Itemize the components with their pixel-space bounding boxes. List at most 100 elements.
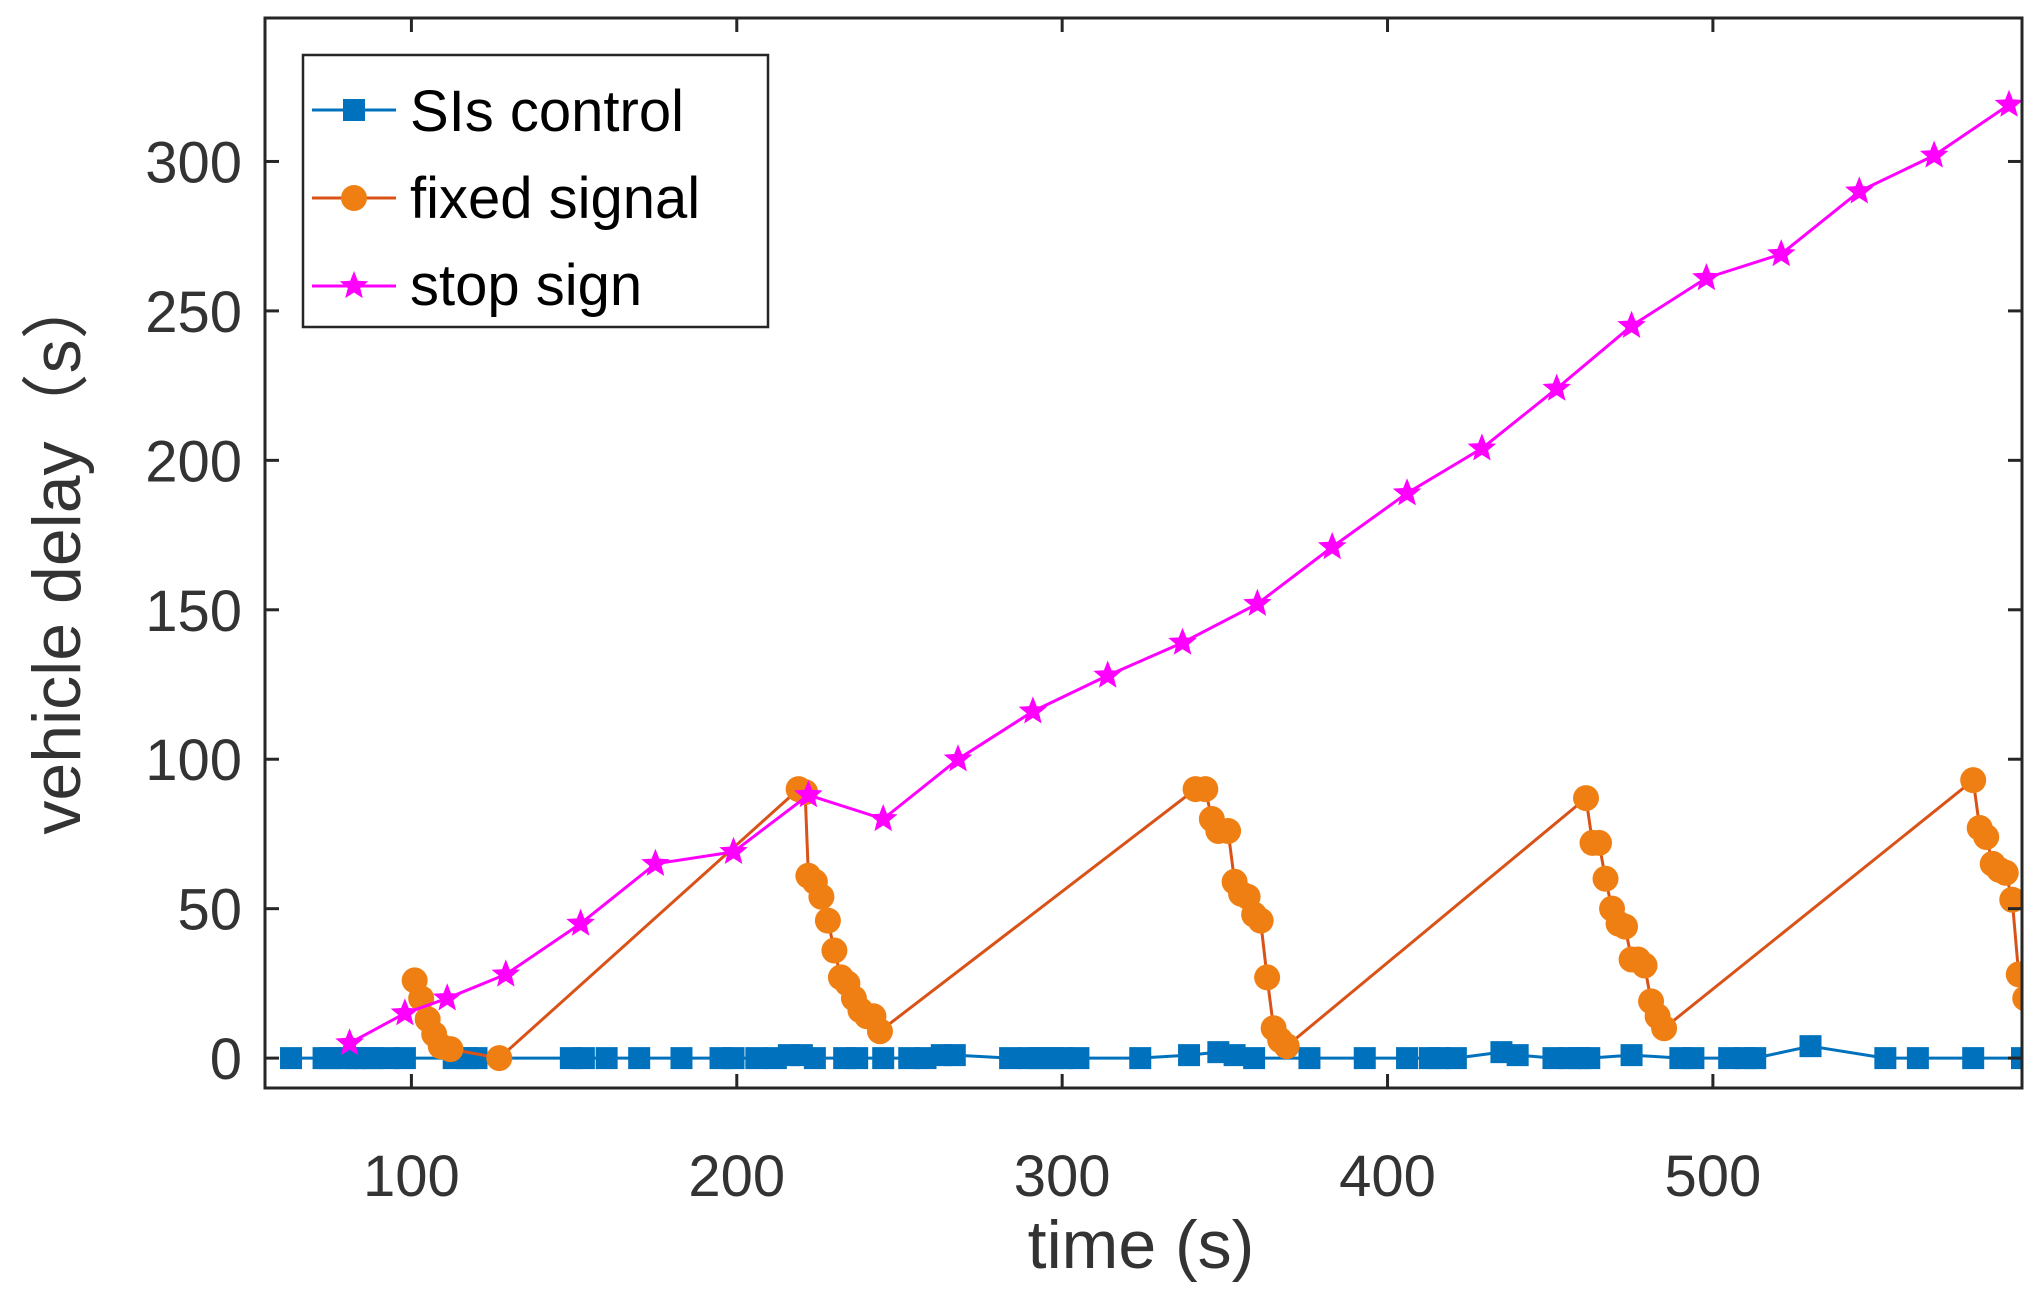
- data-point-fixed-signal: [1592, 865, 1619, 892]
- data-point-stop-sign: [1392, 478, 1422, 506]
- data-point-sis-control: [846, 1047, 869, 1070]
- data-point-fixed-signal: [437, 1036, 464, 1063]
- legend-marker-fixed-signal: [341, 185, 367, 211]
- data-point-stop-sign: [1168, 627, 1197, 655]
- data-point-sis-control: [465, 1047, 488, 1070]
- x-tick-label: 500: [1665, 1144, 1762, 1209]
- data-point-sis-control: [1444, 1047, 1467, 1070]
- data-point-stop-sign: [719, 836, 748, 864]
- data-point-sis-control: [722, 1047, 745, 1070]
- x-tick-label: 100: [363, 1144, 460, 1209]
- ticks-layer: 100 200 300 400 500 0 50 100 150 200 250 300: [145, 18, 2022, 1209]
- data-point-sis-control: [1129, 1047, 1152, 1070]
- data-point-sis-control: [1396, 1047, 1419, 1070]
- data-point-sis-control: [1506, 1044, 1529, 1067]
- data-point-stop-sign: [335, 1028, 364, 1056]
- data-point-sis-control: [280, 1047, 303, 1070]
- data-point-fixed-signal: [1215, 817, 1242, 844]
- data-point-sis-control: [572, 1047, 595, 1070]
- y-tick-label: 150: [145, 579, 242, 644]
- data-point-fixed-signal: [486, 1045, 513, 1072]
- data-point-stop-sign: [943, 744, 973, 772]
- data-point-fixed-signal: [814, 907, 841, 934]
- data-point-fixed-signal: [1612, 913, 1639, 940]
- data-point-stop-sign: [641, 848, 670, 876]
- data-point-stop-sign: [868, 804, 898, 832]
- data-point-fixed-signal: [1631, 952, 1658, 979]
- data-point-sis-control: [595, 1047, 618, 1070]
- data-point-sis-control: [999, 1047, 1022, 1070]
- data-point-fixed-signal: [1573, 785, 1600, 812]
- data-point-stop-sign: [1467, 433, 1497, 461]
- x-axis-title: time (s): [1028, 1207, 1255, 1283]
- data-point-fixed-signal: [808, 883, 835, 910]
- data-point-stop-sign: [1617, 310, 1646, 338]
- data-point-stop-sign: [1018, 696, 1048, 724]
- data-point-stop-sign: [1919, 140, 1949, 168]
- data-point-sis-control: [393, 1047, 416, 1070]
- y-tick-label: 250: [145, 280, 242, 345]
- data-point-stop-sign: [432, 983, 462, 1011]
- data-point-stop-sign: [566, 908, 595, 936]
- data-point-fixed-signal: [1192, 776, 1219, 803]
- data-point-stop-sign: [1994, 89, 2022, 117]
- data-point-sis-control: [670, 1047, 693, 1070]
- data-point-fixed-signal: [1999, 886, 2022, 913]
- y-tick-label: 200: [145, 429, 242, 494]
- x-tick-label: 200: [688, 1144, 785, 1209]
- data-point-fixed-signal: [1586, 829, 1613, 856]
- legend-label-sis-control: SIs control: [410, 79, 684, 144]
- data-point-stop-sign: [1542, 373, 1571, 401]
- data-point-sis-control: [745, 1047, 768, 1070]
- y-tick-label: 100: [145, 728, 242, 793]
- data-point-sis-control: [628, 1047, 651, 1070]
- data-point-sis-control: [1243, 1047, 1266, 1070]
- data-point-sis-control: [1223, 1044, 1246, 1067]
- x-tick-label: 400: [1339, 1144, 1436, 1209]
- data-point-sis-control: [1298, 1047, 1321, 1070]
- data-point-stop-sign: [1767, 239, 1796, 267]
- plot-frame: [263, 16, 2024, 1090]
- legend-label-stop-sign: stop sign: [410, 253, 642, 318]
- data-point-sis-control: [1962, 1047, 1985, 1070]
- data-point-sis-control: [1874, 1047, 1897, 1070]
- series-layer: [280, 89, 2022, 1072]
- data-point-sis-control: [1744, 1047, 1767, 1070]
- data-point-sis-control: [803, 1047, 826, 1070]
- data-point-sis-control: [1620, 1044, 1643, 1067]
- data-point-sis-control: [1906, 1047, 1929, 1070]
- data-point-fixed-signal: [1273, 1033, 1300, 1060]
- data-point-fixed-signal: [1973, 823, 2000, 850]
- data-point-fixed-signal: [1960, 767, 1987, 794]
- legend-marker-stop-sign: [339, 271, 369, 299]
- data-point-stop-sign: [1692, 263, 1721, 291]
- data-point-sis-control: [1353, 1047, 1376, 1070]
- data-point-sis-control: [1578, 1047, 1601, 1070]
- data-point-fixed-signal: [866, 1018, 893, 1045]
- legend-label-fixed-signal: fixed signal: [410, 166, 700, 231]
- data-point-stop-sign: [794, 780, 823, 808]
- data-point-stop-sign: [390, 998, 420, 1026]
- data-point-stop-sign: [1845, 176, 1874, 204]
- data-point-stop-sign: [491, 959, 520, 987]
- data-point-fixed-signal: [1247, 907, 1274, 934]
- legend: SIs control fixed signal stop sign: [301, 53, 770, 329]
- data-point-fixed-signal: [1651, 1015, 1678, 1042]
- y-tick-label: 50: [177, 878, 242, 943]
- data-point-fixed-signal: [1992, 859, 2019, 886]
- data-point-fixed-signal: [1254, 964, 1281, 991]
- data-point-sis-control: [1682, 1047, 1705, 1070]
- data-point-stop-sign: [1317, 532, 1347, 560]
- data-point-sis-control: [943, 1044, 966, 1067]
- data-point-fixed-signal: [2005, 961, 2022, 988]
- legend-box: [301, 53, 770, 329]
- data-point-stop-sign: [1093, 660, 1122, 688]
- data-point-stop-sign: [1243, 588, 1272, 616]
- data-point-sis-control: [1178, 1044, 1201, 1067]
- data-point-fixed-signal: [2012, 985, 2022, 1011]
- y-tick-label: 300: [145, 130, 242, 195]
- data-point-sis-control: [1799, 1035, 1822, 1058]
- data-point-sis-control: [872, 1047, 895, 1070]
- data-point-fixed-signal: [821, 937, 848, 964]
